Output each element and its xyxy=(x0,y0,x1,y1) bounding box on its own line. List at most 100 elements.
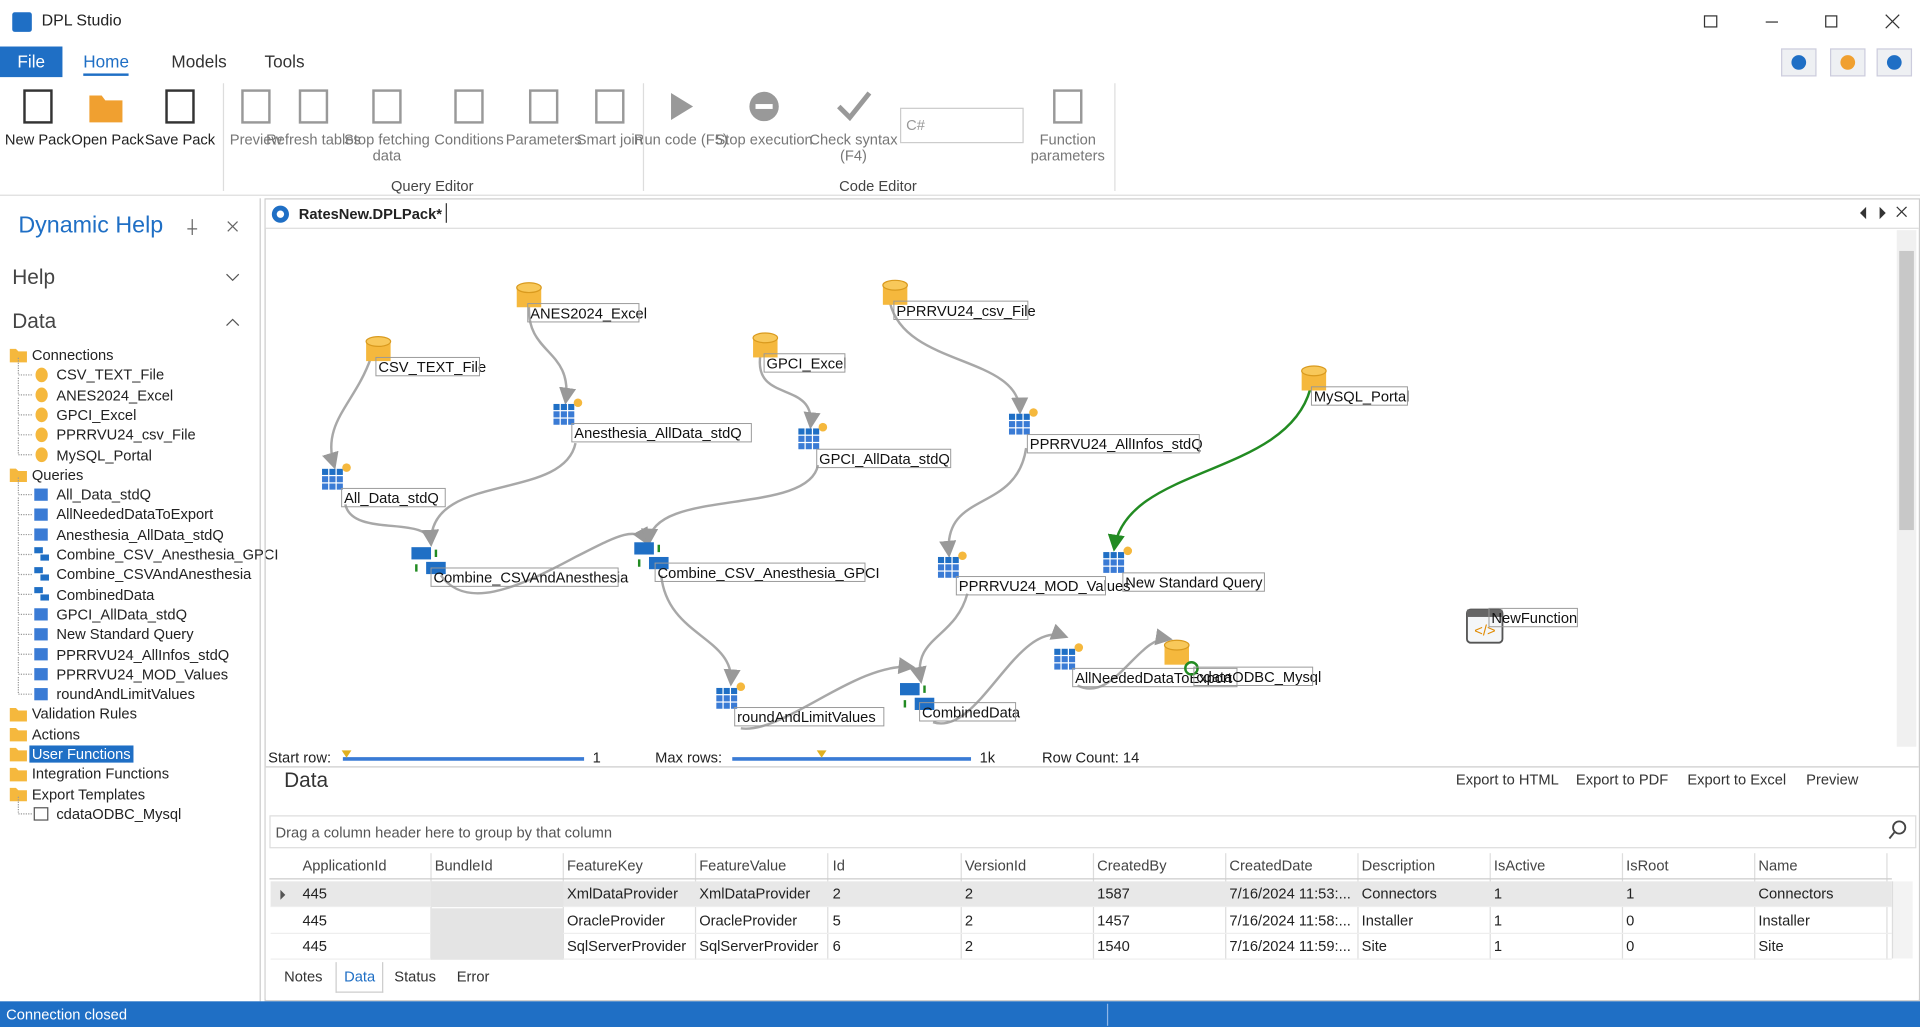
node-label[interactable]: GPCI_Excel xyxy=(767,356,847,372)
column-header[interactable]: BundleId xyxy=(434,856,493,875)
query-cell xyxy=(731,687,738,695)
tree-folder[interactable]: Connections xyxy=(31,346,114,364)
table-cell: 7/16/2024 11:58:... xyxy=(1229,911,1351,929)
node-label[interactable]: MySQL_Portal xyxy=(1314,390,1410,406)
node-label[interactable]: GPCI_AllData_stdQ xyxy=(819,452,950,468)
ribbon-button[interactable]: Save Pack xyxy=(144,130,216,149)
node-label[interactable]: PPRRVU24_MOD_Values xyxy=(959,579,1131,595)
column-header[interactable]: CreatedDate xyxy=(1229,856,1313,875)
ribbon-button[interactable]: Conditions xyxy=(434,130,504,149)
table-cell: SqlServerProvider xyxy=(699,937,819,955)
tree-item[interactable]: CSV_TEXT_File xyxy=(56,366,165,384)
tree-item[interactable]: Combine_CSV_Anesthesia_GPCI xyxy=(56,545,279,564)
column-header[interactable]: CreatedBy xyxy=(1097,856,1167,875)
ribbon-button[interactable]: Preview xyxy=(229,130,283,149)
ribbon-button[interactable]: Function parameters xyxy=(1030,130,1105,165)
tree-item[interactable]: roundAndLimitValues xyxy=(56,685,195,703)
table-row[interactable] xyxy=(270,934,1892,960)
ribbon-button[interactable]: Check syntax (F4) xyxy=(809,130,898,165)
query-cell xyxy=(1103,559,1110,566)
node-label[interactable]: cdataODBC_Mysql xyxy=(1196,670,1321,686)
column-header[interactable]: IsRoot xyxy=(1626,856,1669,875)
ribbon-button[interactable]: Refresh tables xyxy=(266,130,361,149)
document-tab[interactable]: RatesNew.DPLPack* xyxy=(298,205,442,223)
table-row[interactable] xyxy=(270,908,1892,934)
tree-folder[interactable]: Integration Functions xyxy=(31,765,170,783)
bottom-tab[interactable]: Error xyxy=(456,968,490,986)
node-label[interactable]: NewFunction xyxy=(1491,611,1577,627)
max-rows-label: Max rows: xyxy=(655,749,723,767)
tree-item[interactable]: All_Data_stdQ xyxy=(56,486,152,504)
node-label[interactable]: CombinedData xyxy=(922,705,1021,721)
column-header[interactable]: Name xyxy=(1758,856,1798,875)
node-label[interactable]: ANES2024_Excel xyxy=(530,306,647,322)
tree-folder[interactable]: Validation Rules xyxy=(31,705,137,723)
tree-item[interactable]: Combine_CSVAndAnesthesia xyxy=(56,565,252,584)
tree-item[interactable]: GPCI_Excel xyxy=(56,406,137,424)
tree-item[interactable]: PPRRVU24_AllInfos_stdQ xyxy=(56,645,230,663)
language-select[interactable]: C# xyxy=(900,107,1024,144)
grid-lines xyxy=(269,853,1892,960)
tree-folder[interactable]: User Functions xyxy=(29,745,134,763)
node-label[interactable]: Combine_CSVAndAnesthesia xyxy=(433,571,629,587)
tree-item[interactable]: Anesthesia_AllData_stdQ xyxy=(56,525,224,544)
tree-item[interactable]: GPCI_AllData_stdQ xyxy=(56,605,188,623)
ribbon-button[interactable]: Run code (F5) xyxy=(633,130,728,149)
column-header[interactable]: Id xyxy=(832,856,845,875)
menu-file[interactable]: File xyxy=(0,46,63,78)
tree-item[interactable]: AllNeededDataToExport xyxy=(56,506,214,524)
ribbon-button[interactable]: Parameters xyxy=(505,130,582,149)
menu-tab[interactable]: Tools xyxy=(264,51,305,71)
tree-item[interactable]: cdataODBC_Mysql xyxy=(56,805,182,823)
node-label[interactable]: roundAndLimitValues xyxy=(737,710,876,726)
node-label[interactable]: PPRRVU24_AllInfos_stdQ xyxy=(1030,437,1203,453)
ribbon-button[interactable]: Stop fetching data xyxy=(344,130,430,165)
panel-section[interactable]: Data xyxy=(12,309,57,333)
tree-item[interactable]: ANES2024_Excel xyxy=(56,386,174,404)
bottom-tab[interactable]: Notes xyxy=(284,968,323,986)
tree-item[interactable]: New Standard Query xyxy=(56,625,194,643)
column-header[interactable]: IsActive xyxy=(1493,856,1546,875)
query-cell xyxy=(798,443,805,450)
tree-item[interactable]: PPRRVU24_MOD_Values xyxy=(56,665,229,683)
tree-item[interactable]: PPRRVU24_csv_File xyxy=(56,426,196,444)
query-cell xyxy=(937,556,945,564)
panel-section[interactable]: Help xyxy=(12,265,56,289)
tree-item[interactable]: MySQL_Portal xyxy=(56,446,152,464)
column-header[interactable]: FeatureValue xyxy=(699,856,787,875)
export-action[interactable]: Preview xyxy=(1806,771,1859,789)
folder-icon xyxy=(9,708,27,722)
column-header[interactable]: Description xyxy=(1361,856,1436,875)
node-label[interactable]: Anesthesia_AllData_stdQ xyxy=(574,426,741,442)
bottom-tab[interactable]: Status xyxy=(394,968,436,986)
column-header[interactable]: ApplicationId xyxy=(302,856,387,875)
export-action[interactable]: Export to Excel xyxy=(1687,771,1787,789)
node-label[interactable]: PPRRVU24_csv_File xyxy=(896,304,1035,320)
nav-left xyxy=(1860,206,1867,220)
tree-folder[interactable]: Queries xyxy=(31,466,84,484)
ribbon-button[interactable]: New Pack xyxy=(4,130,72,149)
query-cell xyxy=(560,403,567,411)
column-header[interactable]: VersionId xyxy=(964,856,1027,875)
ribbon-button[interactable]: Smart join xyxy=(576,130,643,149)
bottom-tab[interactable]: Data xyxy=(335,962,384,993)
query-cell xyxy=(1117,559,1125,566)
query-star xyxy=(573,398,583,408)
ribbon-button[interactable]: Open Pack xyxy=(71,130,145,149)
node-label[interactable]: All_Data_stdQ xyxy=(344,491,439,507)
export-action[interactable]: Export to PDF xyxy=(1575,771,1669,789)
node-label-box xyxy=(955,576,1106,596)
menu-tab[interactable]: Home xyxy=(83,51,130,76)
export-action[interactable]: Export to HTML xyxy=(1455,771,1559,789)
tree-folder[interactable]: Actions xyxy=(31,725,81,743)
db-icon xyxy=(366,341,391,362)
node-label[interactable]: New Standard Query xyxy=(1125,576,1263,592)
row-indicator xyxy=(280,889,286,900)
menu-tab[interactable]: Models xyxy=(171,51,227,71)
ribbon-button[interactable]: Stop execution xyxy=(715,130,813,149)
node-label[interactable]: CSV_TEXT_File xyxy=(378,360,486,376)
node-label[interactable]: Combine_CSV_Anesthesia_GPCI xyxy=(658,566,880,582)
tree-item[interactable]: CombinedData xyxy=(56,585,155,603)
tree-folder[interactable]: Export Templates xyxy=(31,785,146,803)
column-header[interactable]: FeatureKey xyxy=(566,856,643,875)
